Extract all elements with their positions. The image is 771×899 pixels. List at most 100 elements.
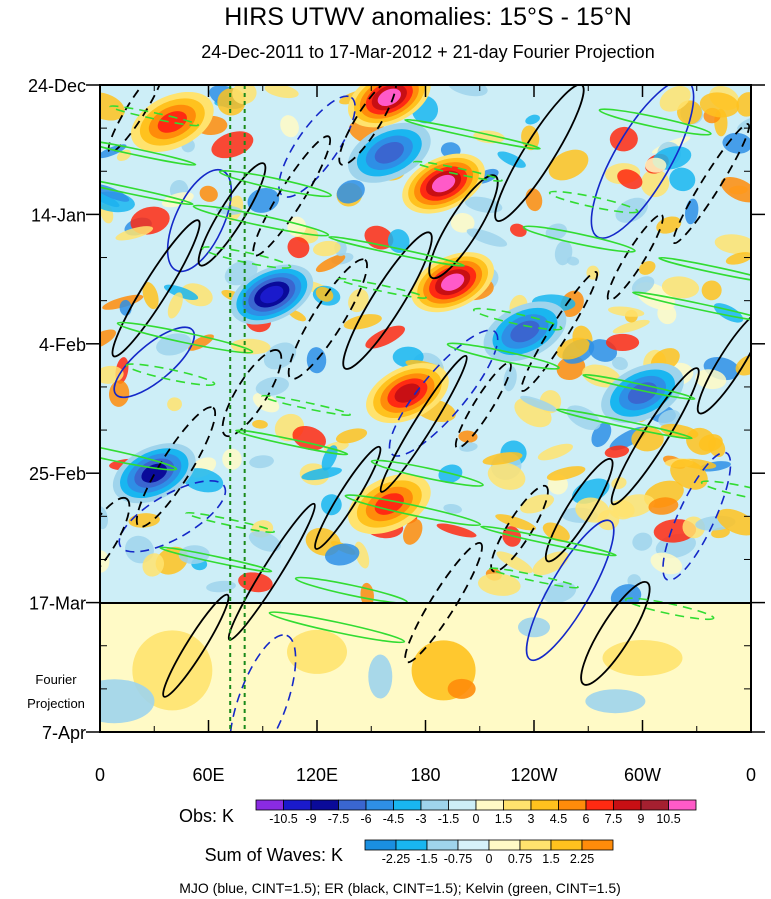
kelvin-contour (582, 373, 696, 400)
obs-texture-blob (735, 354, 751, 376)
x-tick-label: 120W (510, 765, 557, 785)
obs-texture-blob (263, 342, 297, 370)
projection-anomaly-blob (518, 617, 550, 638)
projection-label-line2: Projection (27, 696, 85, 711)
x-tick-label: 0 (746, 765, 756, 785)
obs-texture-blob (436, 523, 477, 538)
obs-texture-blob (659, 86, 691, 112)
kelvin-contour (658, 256, 751, 283)
colorbar-tick-label: -4.5 (383, 812, 405, 826)
er-contour (314, 445, 382, 550)
y-tick-label: 14-Jan (31, 205, 86, 225)
dry-anomaly-center (627, 382, 658, 404)
x-tick-label: 60E (192, 765, 224, 785)
obs-texture-blob (211, 131, 254, 159)
obs-texture-blob (288, 309, 307, 322)
obs-texture-blob (657, 303, 677, 325)
obs-texture-blob (167, 292, 183, 319)
colorbar-tick-label: 0 (473, 812, 480, 826)
colorbar-tick-label: 0.75 (508, 852, 532, 866)
obs-texture-blob (142, 553, 165, 577)
mjo-contour (113, 326, 196, 399)
colorbar-waves-label: Sum of Waves: K (205, 845, 343, 865)
obs-texture-blob (644, 157, 667, 173)
obs-texture-blob (716, 508, 751, 536)
obs-texture-blob (548, 149, 589, 181)
obs-texture-blob (537, 443, 574, 461)
er-contour (428, 174, 499, 280)
kelvin-contour (125, 363, 216, 386)
colorbar-swatch (488, 839, 521, 851)
er-contour (544, 457, 614, 563)
obs-texture-blob (188, 334, 214, 351)
colorbar-swatch (558, 799, 587, 811)
kelvin-contour (268, 611, 406, 644)
er-contour (520, 271, 599, 392)
obs-texture-blob (167, 397, 182, 412)
kelvin-contour (116, 321, 254, 354)
colorbar-swatch (640, 799, 669, 811)
obs-texture-blob (698, 434, 723, 452)
colorbar-tick-label: 3 (528, 812, 535, 826)
mjo-contour (229, 634, 297, 732)
warm-anomaly-center (157, 111, 187, 133)
warm-anomaly-center (394, 383, 421, 403)
chart-caption: MJO (blue, CINT=1.5); ER (black, CINT=1.… (179, 880, 621, 896)
obs-texture-blob (661, 276, 700, 299)
obs-texture-blob (496, 551, 533, 574)
obs-texture-blob (632, 532, 653, 551)
colorbar-tick-label: 7.5 (605, 812, 622, 826)
obs-texture-blob (447, 85, 488, 97)
obs-texture-blob (287, 236, 310, 259)
obs-texture-blob (292, 426, 327, 451)
er-contour (696, 310, 751, 415)
obs-texture-blob (315, 254, 346, 273)
obs-texture-blob (248, 530, 281, 552)
kelvin-contour (404, 118, 541, 150)
kelvin-contour (700, 480, 751, 504)
projection-anomaly-blob (368, 654, 393, 699)
obs-texture-blob (617, 169, 643, 190)
obs-texture-blob (321, 445, 338, 471)
er-contour (494, 85, 585, 222)
y-tick-label: 7-Apr (42, 723, 86, 743)
colorbar-swatch (613, 799, 642, 811)
kelvin-contour (159, 546, 273, 573)
colorbar-tick-label: -10.5 (269, 812, 298, 826)
warm-anomaly-center (377, 88, 401, 107)
axes: 0 60E 120E 180 120W 60W 0 24-Dec 14-Jan 4-Feb 25-F… (28, 76, 765, 785)
colorbar-tick-label: 0 (486, 852, 493, 866)
colorbar-tick-label: -0.75 (444, 852, 473, 866)
colorbar-tick-label: 9 (638, 812, 645, 826)
chart-subtitle: 24-Dec-2011 to 17-Mar-2012 + 21-day Four… (201, 42, 654, 62)
y-tick-label: 25-Feb (29, 464, 86, 484)
colorbar-swatch (585, 799, 614, 811)
kelvin-contour (472, 307, 563, 331)
obs-texture-blob (546, 466, 586, 481)
obs-texture-blob (545, 223, 567, 241)
obs-texture-blob (115, 226, 154, 241)
obs-texture-blob (487, 462, 526, 490)
obs-texture-blob (556, 337, 590, 360)
obs-texture-blob (604, 445, 630, 458)
er-contour (221, 349, 283, 438)
kelvin-contour (328, 235, 465, 267)
colorbar-swatch (475, 799, 504, 811)
obs-texture-blob (335, 428, 368, 444)
kelvin-contour (556, 408, 693, 440)
kelvin-contour (192, 204, 330, 237)
er-contour (490, 484, 549, 573)
projection-anomaly-blob (100, 679, 155, 724)
kelvin-contour (100, 174, 194, 206)
er-contour (404, 541, 483, 664)
colorbar-swatch (310, 799, 339, 811)
obs-texture-blob (222, 448, 242, 470)
colorbar-tick-label: 6 (583, 812, 590, 826)
kelvin-contour (337, 277, 427, 299)
obs-texture-blob (249, 455, 274, 469)
kelvin-contour (489, 567, 579, 589)
colorbar-tick-label: -7.5 (328, 812, 350, 826)
kelvin-contour (480, 525, 617, 557)
obs-texture-blob (695, 369, 727, 390)
kelvin-contour (370, 459, 484, 487)
